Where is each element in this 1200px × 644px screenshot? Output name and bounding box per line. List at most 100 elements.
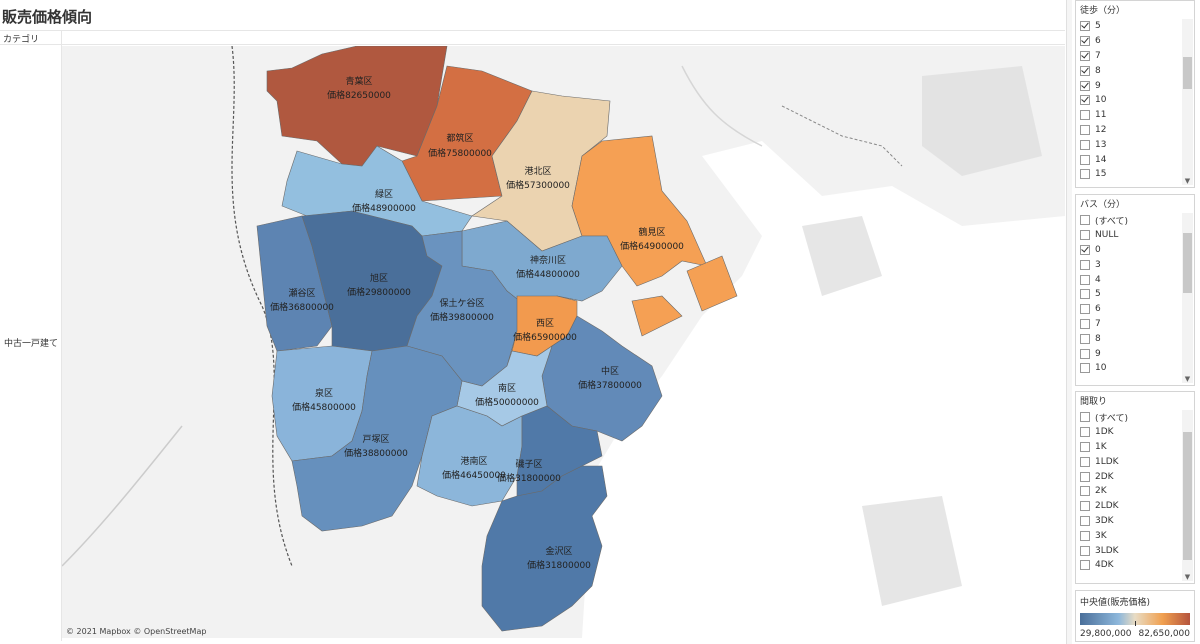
filter-option[interactable]: 13 xyxy=(1078,137,1180,152)
filter-option-label: 3 xyxy=(1095,259,1101,270)
column-header-label: カテゴリ xyxy=(3,35,40,45)
filter-option-label: 2LDK xyxy=(1095,501,1119,512)
checkbox[interactable] xyxy=(1080,124,1090,135)
filter-bus-scroll-thumb[interactable] xyxy=(1183,233,1192,293)
label-name-tsuzuki: 都筑区 xyxy=(446,132,473,144)
checkbox[interactable] xyxy=(1080,333,1090,344)
checkbox[interactable] xyxy=(1080,318,1090,329)
label-name-naka: 中区 xyxy=(601,365,619,377)
checkbox[interactable] xyxy=(1080,456,1090,467)
checkbox[interactable] xyxy=(1080,501,1090,512)
label-price-kanazawa: 価格31800000 xyxy=(527,559,591,571)
filter-option[interactable]: 15 xyxy=(1078,167,1180,182)
filter-option[interactable]: (すべて) xyxy=(1078,410,1180,425)
checkbox[interactable] xyxy=(1080,471,1090,482)
checkbox[interactable] xyxy=(1080,486,1090,497)
filter-option[interactable]: 3LDK xyxy=(1078,543,1180,558)
checkbox[interactable] xyxy=(1080,441,1090,452)
filter-option-label: 14 xyxy=(1095,154,1107,165)
filter-floor-plan-scroll-thumb[interactable] xyxy=(1183,432,1192,560)
district-totsuka[interactable] xyxy=(291,345,463,532)
filter-option[interactable]: 14 xyxy=(1078,152,1180,167)
checkbox[interactable] xyxy=(1080,215,1090,226)
filter-option[interactable]: 1DK xyxy=(1078,425,1180,440)
map-attribution[interactable]: © 2021 Mapbox © OpenStreetMap xyxy=(66,627,207,636)
filter-option[interactable]: 9 xyxy=(1078,346,1180,361)
filter-option[interactable]: 6 xyxy=(1078,302,1180,317)
filter-option[interactable]: 1K xyxy=(1078,440,1180,455)
checkbox[interactable] xyxy=(1080,244,1090,255)
filter-option[interactable]: 8 xyxy=(1078,63,1180,78)
checkbox[interactable] xyxy=(1080,169,1090,180)
checkbox[interactable] xyxy=(1080,65,1090,76)
checkbox[interactable] xyxy=(1080,348,1090,359)
dashboard-scrollbar[interactable] xyxy=(1066,0,1072,644)
checkbox[interactable] xyxy=(1080,154,1090,165)
filter-walk-minutes: 徒歩（分） 5 6 7 8 9 10 11 12 13 14 15 ▼ xyxy=(1075,0,1195,188)
filter-option[interactable]: 0 xyxy=(1078,243,1180,258)
checkbox[interactable] xyxy=(1080,530,1090,541)
checkbox[interactable] xyxy=(1080,363,1090,374)
filter-option[interactable]: 3DK xyxy=(1078,514,1180,529)
checkbox[interactable] xyxy=(1080,230,1090,241)
filter-bus-list: (すべて) NULL 0 3 4 5 6 7 8 9 10 xyxy=(1078,213,1180,383)
filter-option[interactable]: (すべて) xyxy=(1078,213,1180,228)
filter-walk-scrollbar[interactable]: ▼ xyxy=(1182,19,1193,185)
color-legend: 中央値(販売価格) 29,800,000 82,650,000 xyxy=(1075,590,1195,642)
filter-option[interactable]: 9 xyxy=(1078,78,1180,93)
filter-option[interactable]: 7 xyxy=(1078,49,1180,64)
filter-option-label: 15 xyxy=(1095,169,1107,180)
filter-option[interactable]: 8 xyxy=(1078,331,1180,346)
label-name-asahi: 旭区 xyxy=(370,272,388,284)
chevron-down-icon[interactable]: ▼ xyxy=(1184,375,1191,383)
filter-option[interactable]: 3 xyxy=(1078,257,1180,272)
chevron-down-icon[interactable]: ▼ xyxy=(1184,573,1191,581)
label-price-izumi: 価格45800000 xyxy=(292,401,356,413)
checkbox[interactable] xyxy=(1080,95,1090,106)
checkbox[interactable] xyxy=(1080,36,1090,47)
districts[interactable] xyxy=(256,46,738,632)
checkbox[interactable] xyxy=(1080,110,1090,121)
checkbox[interactable] xyxy=(1080,427,1090,438)
checkbox[interactable] xyxy=(1080,560,1090,571)
checkbox[interactable] xyxy=(1080,50,1090,61)
checkbox[interactable] xyxy=(1080,139,1090,150)
checkbox[interactable] xyxy=(1080,289,1090,300)
checkbox[interactable] xyxy=(1080,304,1090,315)
filter-option[interactable]: 5 xyxy=(1078,19,1180,34)
checkbox[interactable] xyxy=(1080,412,1090,423)
checkbox[interactable] xyxy=(1080,274,1090,285)
label-name-tsurumi: 鶴見区 xyxy=(638,226,665,238)
checkbox[interactable] xyxy=(1080,80,1090,91)
map-view[interactable]: 青葉区 価格82650000 都筑区 価格75800000 港北区 価格5730… xyxy=(62,46,1065,638)
filter-option[interactable]: 4DK xyxy=(1078,558,1180,573)
checkbox[interactable] xyxy=(1080,545,1090,556)
district-kanazawa[interactable] xyxy=(481,465,608,632)
district-tsurumi[interactable] xyxy=(571,135,708,287)
filter-option[interactable]: NULL xyxy=(1078,228,1180,243)
road-2 xyxy=(781,105,903,167)
filter-option[interactable]: 2LDK xyxy=(1078,499,1180,514)
filter-option[interactable]: 6 xyxy=(1078,34,1180,49)
filter-option[interactable]: 12 xyxy=(1078,123,1180,138)
filter-option[interactable]: 2DK xyxy=(1078,469,1180,484)
checkbox[interactable] xyxy=(1080,21,1090,32)
district-tsurumi-island-1[interactable] xyxy=(631,295,683,337)
chevron-down-icon[interactable]: ▼ xyxy=(1184,177,1191,185)
checkbox[interactable] xyxy=(1080,259,1090,270)
filter-option[interactable]: 11 xyxy=(1078,108,1180,123)
checkbox[interactable] xyxy=(1080,515,1090,526)
filter-option[interactable]: 1LDK xyxy=(1078,454,1180,469)
filter-option[interactable]: 2K xyxy=(1078,484,1180,499)
district-tsurumi-island-2[interactable] xyxy=(686,255,738,312)
filter-bus-scrollbar[interactable]: ▼ xyxy=(1182,213,1193,383)
filter-floor-plan-scrollbar[interactable]: ▼ xyxy=(1182,410,1193,581)
filter-option[interactable]: 4 xyxy=(1078,272,1180,287)
filter-option[interactable]: 10 xyxy=(1078,93,1180,108)
filter-option[interactable]: 5 xyxy=(1078,287,1180,302)
filter-option[interactable]: 10 xyxy=(1078,361,1180,376)
filter-option[interactable]: 3K xyxy=(1078,528,1180,543)
choropleth-map[interactable]: 青葉区 価格82650000 都筑区 価格75800000 港北区 価格5730… xyxy=(62,46,1065,638)
filter-walk-scroll-thumb[interactable] xyxy=(1183,57,1192,89)
filter-option[interactable]: 7 xyxy=(1078,317,1180,332)
